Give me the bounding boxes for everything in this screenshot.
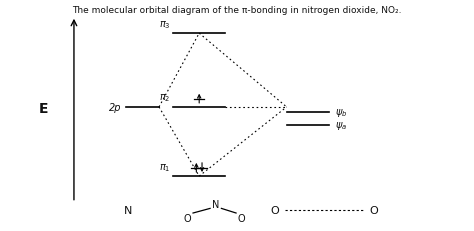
Text: $\pi_3$: $\pi_3$ <box>159 19 171 30</box>
Text: O: O <box>238 213 246 223</box>
Text: $\pi_2$: $\pi_2$ <box>159 92 171 104</box>
Text: 2p: 2p <box>109 103 121 112</box>
Text: O: O <box>370 205 378 215</box>
Text: The molecular orbital diagram of the π-bonding in nitrogen dioxide, NO₂.: The molecular orbital diagram of the π-b… <box>72 6 402 15</box>
Text: $\pi_1$: $\pi_1$ <box>159 161 171 173</box>
Text: N: N <box>212 199 219 209</box>
Text: N: N <box>124 205 133 215</box>
Text: $\psi_a$: $\psi_a$ <box>335 120 347 132</box>
Text: O: O <box>183 213 191 223</box>
Text: E: E <box>38 102 48 116</box>
Text: O: O <box>271 205 279 215</box>
Text: $\psi_b$: $\psi_b$ <box>335 106 347 118</box>
